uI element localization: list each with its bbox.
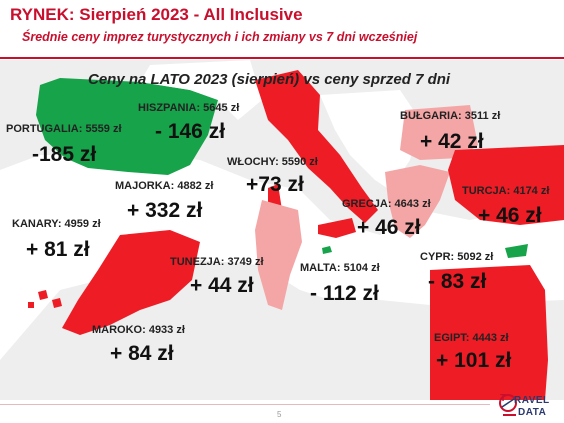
turkey-region (448, 145, 564, 225)
spain-change: - 146 zł (155, 120, 226, 143)
cyprus-change: - 83 zł (428, 270, 487, 293)
egypt-change: + 101 zł (436, 349, 512, 372)
canary-islands (28, 290, 62, 308)
bulgaria-label: BUŁGARIA: 3511 zł (400, 110, 501, 122)
canary-change: + 81 zł (26, 238, 90, 261)
travel-data-logo: T RAVEL DATA (498, 393, 560, 421)
cyprus-region (505, 244, 528, 258)
canary-label: KANARY: 4959 zł (12, 218, 101, 230)
morocco-label: MAROKO: 4933 zł (92, 324, 185, 336)
spain-label: HISZPANIA: 5645 zł (138, 102, 240, 114)
egypt-label: EGIPT: 4443 zł (434, 332, 509, 344)
balkans-region (320, 90, 420, 190)
bulgaria-change: + 42 zł (420, 130, 484, 153)
egypt-region (430, 265, 548, 400)
spain-region (36, 78, 218, 175)
logo-letter: T (500, 393, 507, 404)
logo-line1: RAVEL (514, 395, 550, 406)
majorca-region (200, 174, 230, 192)
italy-region (255, 70, 378, 223)
slide-subtitle: Średnie ceny imprez turystycznych i ich … (22, 30, 418, 44)
logo-mark-icon (499, 394, 517, 416)
logo-line2: DATA (518, 407, 547, 418)
tunisia-region (255, 200, 302, 310)
footer-line (0, 404, 490, 405)
portugal-change: -185 zł (32, 143, 97, 166)
greece-change: + 46 zł (357, 216, 421, 239)
title-rule (0, 57, 564, 59)
turkey-label: TURCJA: 4174 zł (462, 185, 550, 197)
turkey-change: + 46 zł (478, 204, 542, 227)
mediterranean-map (0, 60, 564, 400)
malta-region (322, 246, 332, 254)
malta-label: MALTA: 5104 zł (300, 262, 380, 274)
italy-label: WŁOCHY: 5590 zł (227, 156, 318, 168)
portugal-label: PORTUGALIA: 5559 zł (6, 123, 122, 135)
morocco-region (62, 230, 200, 335)
map-heading: Ceny na LATO 2023 (sierpień) vs ceny spr… (88, 71, 451, 88)
tunisia-change: + 44 zł (190, 274, 254, 297)
majorca-label: MAJORKA: 4882 zł (115, 180, 214, 192)
morocco-change: + 84 zł (110, 342, 174, 365)
tunisia-label: TUNEZJA: 3749 zł (170, 256, 264, 268)
italy-change: +73 zł (246, 173, 304, 196)
sicily-region (318, 218, 356, 238)
page-number: 5 (277, 410, 282, 419)
cyprus-label: CYPR: 5092 zł (420, 251, 494, 263)
majorca-change: + 332 zł (127, 199, 203, 222)
france-region (140, 60, 262, 120)
slide-title: RYNEK: Sierpień 2023 - All Inclusive (10, 5, 303, 24)
greece-label: GRECJA: 4643 zł (342, 198, 431, 210)
malta-change: - 112 zł (310, 282, 379, 305)
bulgaria-region (400, 105, 478, 160)
greece-region (385, 165, 450, 238)
